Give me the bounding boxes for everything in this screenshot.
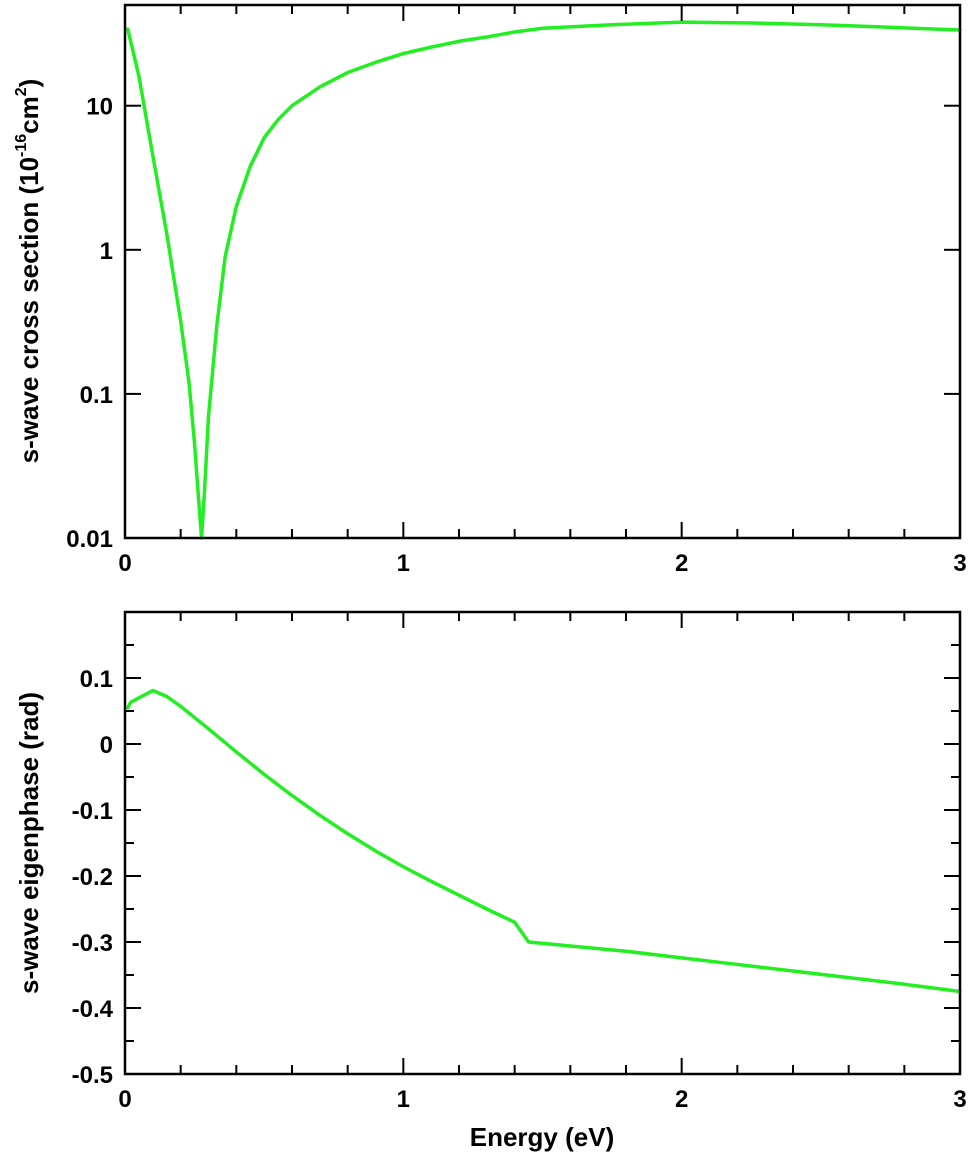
cross-section-panel: 0 1 2 3 0.01 0.1 1 10 s-wave cross section (10-… [13, 3, 967, 577]
eigenphase-x-axis-label: Energy (eV) [470, 1122, 615, 1152]
eigenphase-y-tick-label: -0.2 [72, 864, 113, 891]
cross-section-x-tick-label: 2 [675, 550, 688, 577]
eigenphase-line [126, 688, 962, 994]
eigenphase-x-tick-label: 1 [397, 1086, 410, 1113]
eigenphase-x-tick-label: 3 [953, 1086, 966, 1113]
cross-section-line [126, 20, 962, 540]
eigenphase-x-tick-label: 2 [675, 1086, 688, 1113]
cross-section-x-tick-label: 0 [118, 550, 131, 577]
cross-section-x-tick-label: 1 [397, 550, 410, 577]
cross-section-y-tick-label: 0.01 [66, 526, 113, 553]
cross-section-series [126, 20, 962, 540]
eigenphase-y-tick-label: -0.5 [72, 1062, 113, 1089]
eigenphase-y-tick-label: 0.1 [80, 666, 113, 693]
eigenphase-panel: 0 1 2 3 -0.5 -0.4 -0.3 -0.2 -0.1 0 0.1 s-wave eige… [14, 610, 967, 1152]
eigenphase-y-tick-label: -0.1 [72, 798, 113, 825]
cross-section-y-tick-label: 1 [100, 238, 113, 265]
eigenphase-plot-frame [123, 610, 962, 1076]
eigenphase-y-tick-label: 0 [100, 732, 113, 759]
cross-section-x-tick-label: 3 [953, 550, 966, 577]
eigenphase-y-axis-label: s-wave eigenphase (rad) [14, 692, 44, 994]
eigenphase-y-tick-label: -0.3 [72, 930, 113, 957]
cross-section-y-tick-label: 0.1 [80, 382, 113, 409]
eigenphase-series [126, 688, 962, 994]
eigenphase-x-tick-label: 0 [118, 1086, 131, 1113]
eigenphase-y-tick-label: -0.4 [72, 996, 114, 1023]
cross-section-plot-frame [123, 3, 962, 540]
cross-section-y-tick-label: 10 [86, 94, 113, 121]
eigenphase-ticks: 0 1 2 3 -0.5 -0.4 -0.3 -0.2 -0.1 0 0.1 [72, 611, 967, 1113]
cross-section-y-axis-label: s-wave cross section (10-16cm2) [13, 79, 44, 464]
cross-section-ticks: 0 1 2 3 0.01 0.1 1 10 [66, 5, 967, 577]
